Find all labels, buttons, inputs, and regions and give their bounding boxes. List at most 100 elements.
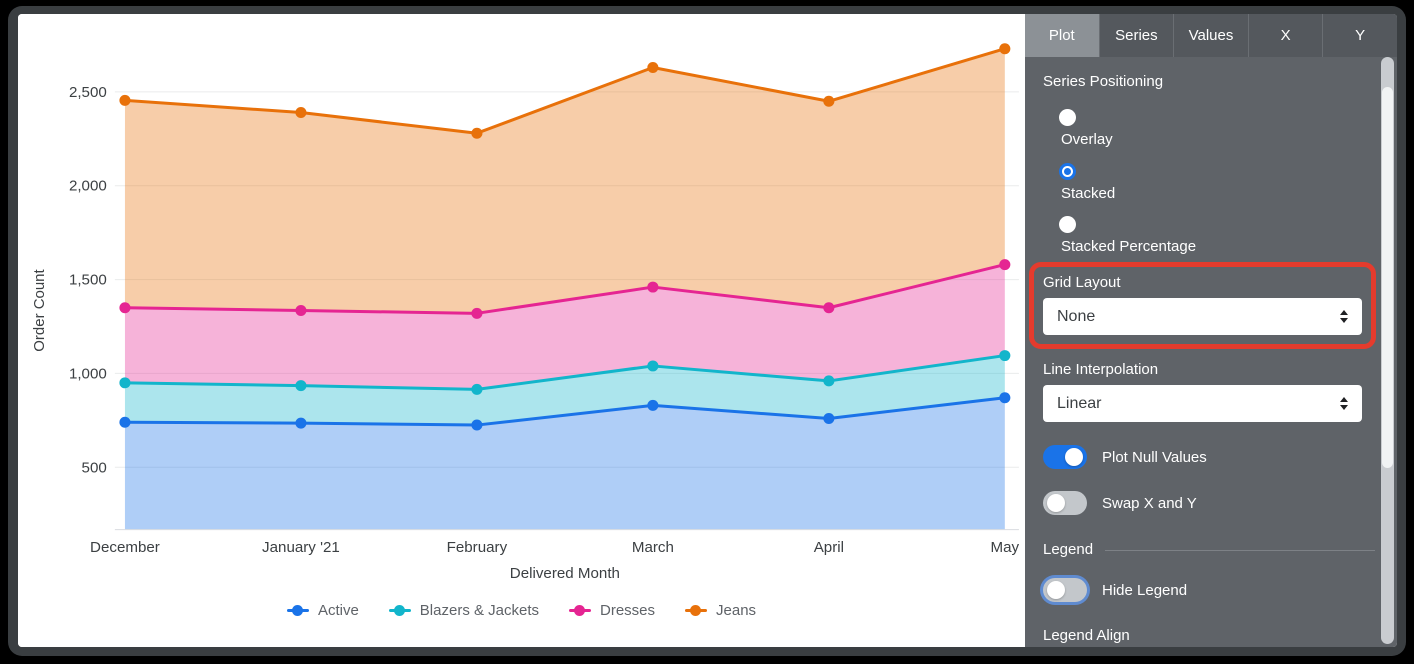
legend-marker-icon: [685, 605, 708, 616]
hide-legend-toggle[interactable]: [1043, 578, 1087, 602]
chart-legend: Active Blazers & Jackets Dresses Jeans: [18, 602, 1025, 619]
legend-label: Dresses: [600, 602, 656, 619]
data-point[interactable]: [295, 305, 307, 317]
section-divider: [1105, 549, 1375, 551]
legend-align-label: Legend Align: [1043, 627, 1130, 644]
data-point[interactable]: [471, 383, 483, 395]
tab-x[interactable]: X: [1247, 14, 1323, 57]
data-point[interactable]: [647, 360, 659, 372]
radio-label: Stacked Percentage: [1061, 238, 1197, 255]
tab-series[interactable]: Series: [1098, 14, 1174, 57]
data-point[interactable]: [295, 107, 307, 119]
y-tick-label: 1,000: [69, 365, 107, 382]
data-point[interactable]: [823, 375, 835, 387]
line-interpolation-value: Linear: [1057, 394, 1102, 412]
data-point[interactable]: [823, 95, 835, 107]
data-point[interactable]: [647, 62, 659, 74]
grid-layout-label: Grid Layout: [1043, 274, 1121, 291]
y-tick-label: 1,500: [69, 272, 107, 289]
radio-icon-selected[interactable]: [1059, 163, 1076, 180]
legend-label: Active: [317, 602, 359, 619]
series-positioning-label: Series Positioning: [1043, 73, 1164, 90]
tab-values[interactable]: Values: [1173, 14, 1248, 57]
stacked-area-chart: 500 1,000 1,500 2,000 2,500 December January '…: [31, 43, 1020, 582]
series-line-Jeans: [124, 47, 1006, 135]
legend-marker-icon: [569, 605, 592, 616]
toggle-knob: [1047, 581, 1065, 599]
tab-y[interactable]: Y: [1322, 14, 1397, 57]
x-tick-label: January '21: [262, 539, 340, 556]
swap-x-y-row: Swap X and Y: [1043, 491, 1375, 515]
radio-label: Stacked: [1061, 185, 1116, 202]
tab-plot[interactable]: Plot: [1025, 14, 1099, 57]
x-tick-label: March: [632, 539, 674, 556]
window-content: 500 1,000 1,500 2,000 2,500 December January '…: [18, 14, 1397, 647]
x-axis-title: Delivered Month: [510, 565, 620, 582]
data-point[interactable]: [999, 259, 1011, 271]
legend-item: Dresses: [569, 602, 655, 619]
series-line-Blazers & Jackets: [124, 354, 1006, 391]
grid-layout-value: None: [1057, 307, 1096, 325]
swap-x-y-toggle[interactable]: [1043, 491, 1087, 515]
data-point[interactable]: [471, 419, 483, 431]
data-point[interactable]: [471, 127, 483, 139]
data-point[interactable]: [999, 43, 1011, 55]
series-line-Dresses: [124, 263, 1006, 315]
panel-scrollbar-thumb[interactable]: [1382, 87, 1393, 468]
legend-section-label: Legend: [1043, 541, 1094, 558]
legend-item: Jeans: [685, 602, 756, 619]
hide-legend-row: Hide Legend: [1043, 578, 1375, 602]
select-arrows-icon: [1340, 397, 1348, 410]
x-tick-label: February: [447, 539, 508, 556]
data-point[interactable]: [647, 399, 659, 411]
y-tick-label: 2,500: [69, 84, 107, 101]
data-point[interactable]: [823, 412, 835, 424]
grid-layout-select[interactable]: None: [1043, 298, 1362, 335]
plot-null-values-row: Plot Null Values: [1043, 445, 1375, 469]
radio-option-overlay[interactable]: Overlay: [1059, 109, 1375, 150]
radio-option-stacked[interactable]: Stacked: [1059, 163, 1375, 204]
x-tick-label: December: [90, 539, 160, 556]
toggle-knob: [1065, 448, 1083, 466]
data-point[interactable]: [119, 416, 131, 428]
data-point[interactable]: [471, 307, 483, 319]
line-interpolation-select[interactable]: Linear: [1043, 385, 1362, 422]
data-point[interactable]: [823, 302, 835, 314]
legend-marker-icon: [388, 605, 411, 616]
data-point[interactable]: [295, 417, 307, 429]
legend-item: Blazers & Jackets: [388, 602, 540, 619]
line-interpolation-label: Line Interpolation: [1043, 361, 1159, 378]
y-axis-title: Order Count: [31, 269, 48, 352]
toggle-knob: [1047, 494, 1065, 512]
plot-tab-content: Series Positioning Overlay Stacked Stack…: [1025, 57, 1397, 647]
data-point[interactable]: [119, 94, 131, 106]
app-window: 500 1,000 1,500 2,000 2,500 December January '…: [8, 6, 1406, 656]
plot-null-values-toggle[interactable]: [1043, 445, 1087, 469]
radio-label: Overlay: [1061, 131, 1113, 148]
y-tick-label: 2,000: [69, 178, 107, 195]
radio-option-stacked-percentage[interactable]: Stacked Percentage: [1059, 216, 1375, 257]
chart-pane: 500 1,000 1,500 2,000 2,500 December January '…: [18, 14, 1025, 647]
panel-tab-bar: Plot Series Values X Y: [1025, 14, 1397, 57]
data-point[interactable]: [999, 392, 1011, 404]
y-tick-label: 500: [82, 459, 107, 476]
area-fill-Active: [124, 397, 1005, 530]
area-fill-Blazers & Jackets: [124, 355, 1005, 426]
settings-panel: Plot Series Values X Y Series Positioning Ov…: [1025, 14, 1397, 647]
data-point[interactable]: [647, 281, 659, 293]
legend-label: Jeans: [716, 602, 757, 619]
legend-item: Active: [286, 602, 359, 619]
area-fill-Dresses: [124, 264, 1005, 390]
data-point[interactable]: [999, 350, 1011, 362]
area-fill-Jeans: [124, 48, 1005, 314]
legend-section-header: Legend: [1043, 540, 1375, 560]
x-tick-label: April: [814, 539, 844, 556]
data-point[interactable]: [119, 377, 131, 389]
data-point[interactable]: [119, 302, 131, 314]
plot-null-values-label: Plot Null Values: [1102, 448, 1207, 466]
data-point[interactable]: [295, 380, 307, 392]
panel-scrollbar-track[interactable]: [1381, 57, 1394, 644]
radio-icon[interactable]: [1059, 109, 1076, 126]
legend-label: Blazers & Jackets: [419, 602, 540, 619]
radio-icon[interactable]: [1059, 216, 1076, 233]
